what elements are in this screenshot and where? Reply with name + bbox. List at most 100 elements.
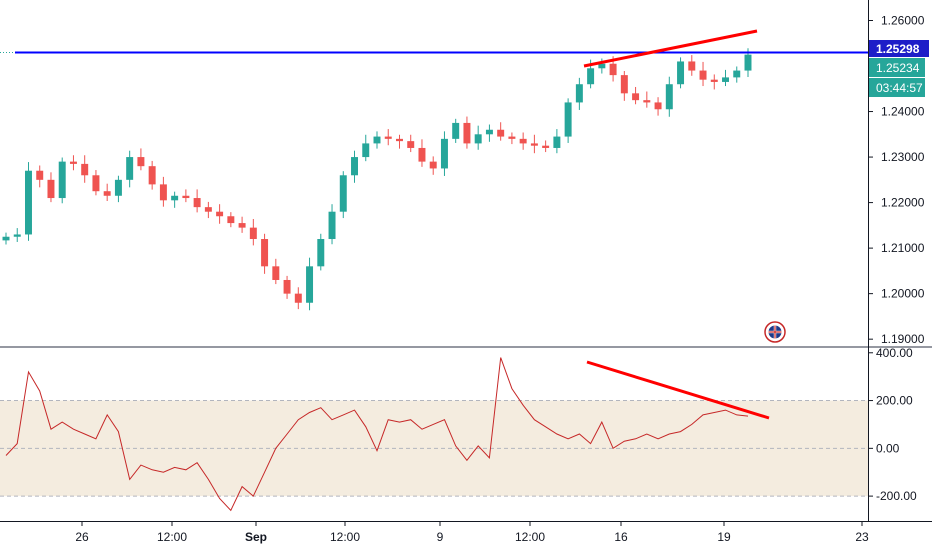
- time-tick-label: 12:00: [330, 530, 360, 544]
- candle-body: [182, 195, 190, 199]
- candle: [519, 132, 527, 150]
- candle-body: [497, 129, 505, 137]
- candle: [24, 162, 32, 241]
- horizontal-line-price-tag: 1.25298: [869, 40, 929, 57]
- candle-body: [744, 54, 752, 71]
- candle-body: [137, 157, 145, 167]
- candle: [429, 156, 437, 175]
- candle-body: [519, 138, 527, 144]
- oscillator-tick-label: 0.00: [876, 441, 900, 455]
- oscillator-trend-line[interactable]: [586, 360, 770, 420]
- candle: [238, 216, 246, 233]
- candle-body: [2, 236, 10, 241]
- candle-body: [530, 143, 538, 146]
- candle-body: [463, 122, 471, 144]
- candle-body: [553, 136, 561, 148]
- candle: [395, 134, 403, 149]
- candle: [69, 155, 77, 171]
- candle: [272, 258, 280, 285]
- candle-body: [688, 61, 696, 71]
- candle: [306, 257, 314, 311]
- candle: [553, 129, 561, 154]
- candle: [677, 57, 685, 89]
- candle: [564, 98, 572, 143]
- candle-body: [36, 170, 44, 180]
- candle: [384, 129, 392, 146]
- oscillator-tick-label: 200.00: [876, 394, 913, 408]
- candle: [530, 134, 538, 154]
- price-tick-label: 1.23000: [881, 150, 925, 164]
- candle-body: [620, 75, 628, 94]
- candle-body: [677, 61, 685, 85]
- price-pane[interactable]: [0, 29, 868, 343]
- candle: [710, 74, 718, 90]
- candle: [699, 61, 707, 87]
- price-trend-line[interactable]: [583, 29, 758, 68]
- candle-body: [92, 175, 100, 192]
- oscillator-tick-label: -200.00: [876, 489, 917, 503]
- candle-body: [103, 191, 111, 196]
- candle-body: [542, 145, 550, 148]
- candle-body: [587, 68, 595, 85]
- candle: [261, 233, 269, 274]
- candle-body: [294, 293, 302, 303]
- candle-body: [699, 70, 707, 80]
- price-tick-label: 1.24000: [881, 105, 925, 119]
- candle: [351, 150, 359, 183]
- candle-body: [306, 266, 314, 303]
- time-axis[interactable]: 26 12:00 Sep 12:00 9 12:00 16 19 23: [75, 521, 869, 544]
- candle: [2, 232, 10, 245]
- uk-flag-icon[interactable]: [764, 321, 786, 343]
- candle-body: [722, 77, 730, 82]
- price-tick-label: 1.22000: [881, 196, 925, 210]
- candle: [137, 148, 145, 171]
- last-price-tag: 1.25234 03:44:57: [869, 58, 925, 97]
- candle: [632, 86, 640, 105]
- candle-body: [328, 211, 336, 240]
- candle-body: [362, 143, 370, 158]
- candle-body: [452, 122, 460, 139]
- candle-body: [598, 63, 606, 69]
- candle: [452, 118, 460, 143]
- candle-body: [81, 163, 89, 176]
- time-tick-label: 26: [75, 530, 89, 544]
- time-tick-label: 19: [717, 530, 731, 544]
- horizontal-line-price-label: 1.25298: [876, 42, 920, 56]
- candle: [13, 228, 21, 242]
- candle-body: [351, 157, 359, 176]
- candle-body: [440, 138, 448, 169]
- candle-body: [632, 93, 640, 101]
- candle-body: [339, 175, 347, 212]
- oscillator-axis[interactable]: 400.00 200.00 0.00 -200.00: [868, 346, 917, 503]
- candle: [114, 175, 122, 203]
- candle-body: [373, 136, 381, 144]
- candle-body: [474, 134, 482, 144]
- candle: [733, 66, 741, 83]
- candle: [193, 189, 201, 213]
- candle: [47, 172, 55, 203]
- price-tick-label: 1.19000: [881, 332, 925, 346]
- candle: [36, 165, 44, 188]
- candle: [204, 201, 212, 219]
- candle-body: [564, 102, 572, 137]
- candle-body: [654, 102, 662, 110]
- candle: [508, 132, 516, 145]
- candle: [171, 191, 179, 208]
- candle: [485, 124, 493, 142]
- candle-body: [227, 216, 235, 224]
- candle-body: [24, 170, 32, 235]
- candle-body: [204, 207, 212, 212]
- candle-body: [283, 279, 291, 294]
- candle: [542, 140, 550, 153]
- time-tick-label: 12:00: [515, 530, 545, 544]
- candle: [620, 71, 628, 101]
- candle: [463, 116, 471, 149]
- candle-body: [429, 161, 437, 169]
- candle: [283, 275, 291, 299]
- candle-body: [272, 266, 280, 280]
- bar-countdown-label: 03:44:57: [876, 81, 923, 95]
- oscillator-pane[interactable]: [0, 357, 868, 512]
- candle-body: [384, 136, 392, 139]
- candle: [227, 212, 235, 228]
